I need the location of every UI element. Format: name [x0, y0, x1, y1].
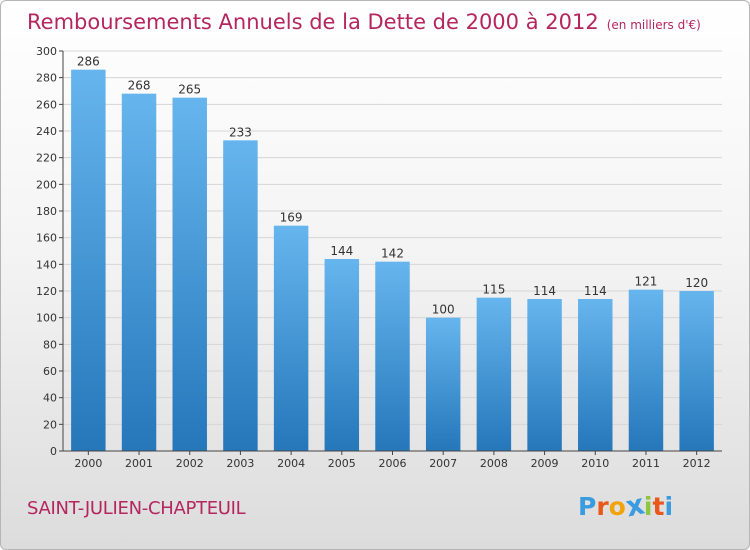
y-tick-label: 160: [36, 232, 57, 245]
data-label: 120: [685, 276, 708, 290]
data-label: 142: [381, 247, 404, 261]
data-label: 115: [482, 283, 505, 297]
data-label: 286: [77, 55, 100, 69]
bar-2005: [324, 259, 360, 451]
y-tick-label: 300: [36, 45, 57, 58]
x-tick-label: 2001: [125, 457, 153, 470]
y-tick-label: 180: [36, 205, 57, 218]
y-tick-label: 220: [36, 152, 57, 165]
bar-2010: [578, 299, 613, 451]
logo-letter: t: [652, 492, 665, 521]
y-tick-label: 200: [36, 178, 57, 191]
y-tick-label: 260: [36, 98, 57, 111]
x-tick-label: 2006: [379, 457, 407, 470]
bar-chart: 0 20 40 60 80 100 120 140 160 180 200 220 240 260 280 3…: [36, 45, 722, 470]
logo-letter: P: [578, 492, 597, 521]
y-tick-label: 100: [36, 312, 57, 325]
logo-letter: r: [596, 492, 609, 521]
x-tick-label: 2000: [74, 457, 102, 470]
logo-letter: i: [664, 492, 674, 521]
data-label: 114: [584, 284, 607, 298]
data-label: 265: [178, 83, 201, 97]
bars: 286 268 265 233 169 144 142 100 115 114 114 121 120: [71, 55, 714, 452]
x-tick-label: 2008: [480, 457, 508, 470]
bar-2007: [425, 317, 461, 451]
y-tick-label: 0: [50, 445, 57, 458]
bar-2001: [121, 93, 157, 452]
data-label: 144: [330, 244, 353, 258]
y-tick-label: 80: [43, 338, 57, 351]
bar-2004: [273, 225, 309, 451]
y-tick-label: 20: [43, 418, 57, 431]
x-tick-label: 2003: [226, 457, 254, 470]
x-tick-label: 2011: [632, 457, 660, 470]
x-axis: 2000 2001 2002 2003 2004 2005 2006 2007 2008 2009…: [63, 450, 722, 470]
data-label: 100: [432, 303, 455, 317]
y-tick-label: 240: [36, 125, 57, 138]
chart-title-text: Remboursements Annuels de la Dette de 20…: [27, 10, 599, 34]
bar-2003: [223, 140, 258, 452]
x-tick-label: 2004: [277, 457, 305, 470]
bar-2011: [628, 289, 664, 451]
bar-2000: [71, 69, 106, 452]
bar-2009: [527, 299, 562, 451]
chart-title: Remboursements Annuels de la Dette de 20…: [27, 10, 701, 34]
logo-letter: o: [608, 492, 626, 521]
y-tick-label: 280: [36, 72, 57, 85]
x-tick-label: 2007: [429, 457, 457, 470]
logo-letter: i: [643, 492, 653, 521]
x-tick-label: 2012: [683, 457, 711, 470]
data-label: 121: [635, 275, 658, 289]
x-tick-label: 2002: [176, 457, 204, 470]
x-tick-label: 2005: [328, 457, 356, 470]
y-tick-label: 140: [36, 258, 57, 271]
data-label: 114: [533, 284, 556, 298]
bar-2002: [172, 97, 207, 452]
y-tick-label: 60: [43, 365, 57, 378]
y-tick-label: 120: [36, 285, 57, 298]
data-label: 169: [280, 211, 303, 225]
chart-unit: (en milliers d'€): [606, 18, 701, 32]
y-axis: 0 20 40 60 80 100 120 140 160 180 200 220 240 260 280 3…: [36, 45, 64, 458]
bar-2012: [679, 291, 714, 451]
x-tick-label: 2009: [531, 457, 559, 470]
bar-2008: [476, 297, 512, 451]
data-label: 268: [128, 79, 151, 93]
city-name: SAINT-JULIEN-CHAPTEUIL: [27, 498, 246, 519]
proxiti-logo: Proxiti: [578, 487, 674, 523]
x-tick-label: 2010: [581, 457, 609, 470]
data-label: 233: [229, 125, 252, 139]
y-tick-label: 40: [43, 392, 57, 405]
bar-2006: [375, 261, 410, 451]
